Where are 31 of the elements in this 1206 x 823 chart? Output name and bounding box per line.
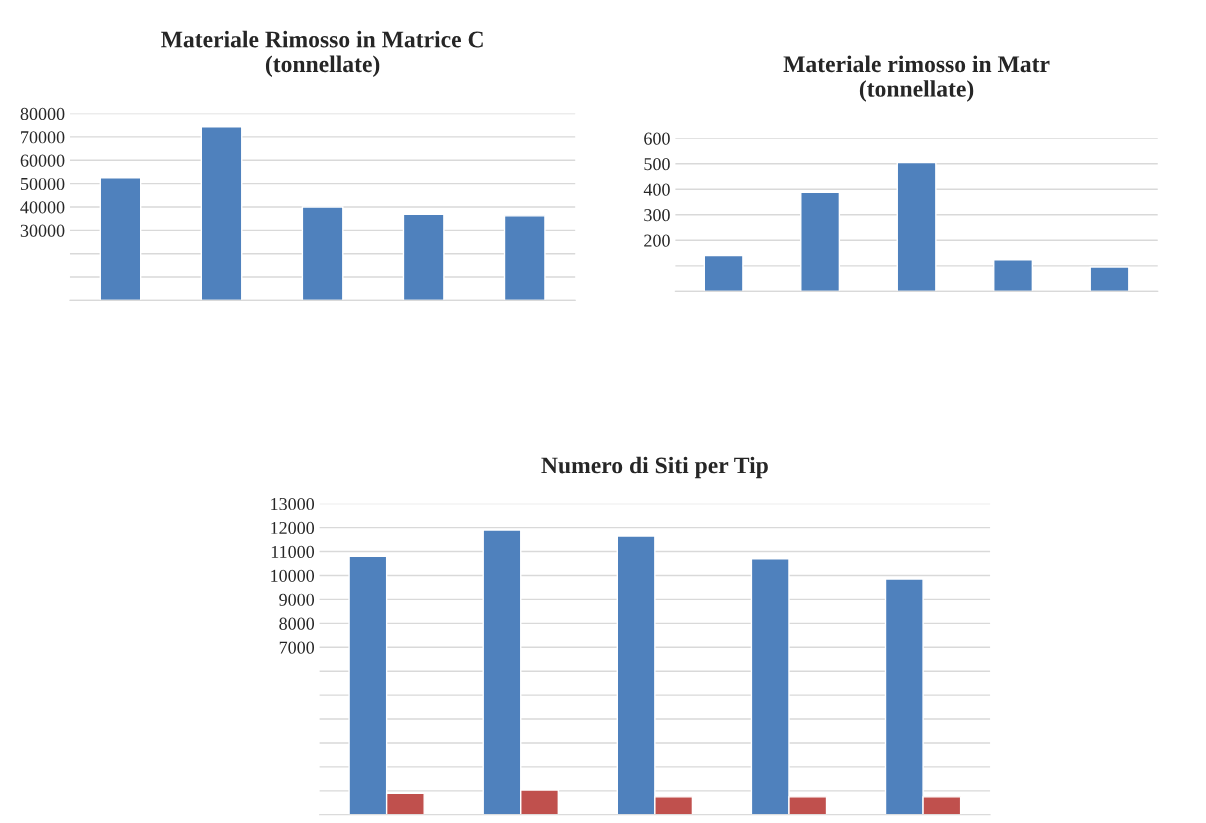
y-tick-label: 70000 (21, 131, 65, 144)
bar (1089, 266, 1130, 292)
y-tick-label: 80000 (20, 107, 65, 121)
bar (301, 206, 344, 301)
y-tick-label: 12000 (271, 521, 315, 535)
y-tick-label: 300 (644, 209, 670, 222)
y-tick-label: 200 (644, 234, 670, 247)
bar (200, 126, 243, 301)
bar (800, 191, 841, 292)
y-tick-label: 8000 (279, 617, 315, 630)
y-tick-label: 500 (644, 158, 670, 171)
bar (896, 161, 937, 292)
y-tick-label: 13000 (271, 497, 315, 511)
bar (993, 259, 1034, 292)
chart-title: Materiale rimosso in Matr (tonnellate) (783, 55, 1050, 102)
y-tick-label: 50000 (21, 177, 65, 191)
bar (703, 254, 744, 292)
y-tick-label: 10000 (271, 569, 315, 582)
y-tick-label: 40000 (20, 201, 65, 214)
y-tick-label: 60000 (20, 154, 65, 167)
y-tick-label: 11000 (271, 545, 315, 558)
bar (99, 177, 142, 301)
bar (503, 215, 546, 301)
chart-title: Numero di Siti per Tip (541, 456, 768, 479)
y-tick-label: 9000 (279, 593, 315, 606)
bar (402, 213, 445, 301)
y-tick-label: 30000 (20, 224, 65, 237)
chart-title: Materiale Rimosso in Matrice C (tonnellate) (161, 30, 483, 77)
y-tick-label: 600 (644, 132, 670, 145)
y-tick-label: 7000 (279, 641, 315, 654)
y-tick-label: 400 (643, 183, 670, 196)
